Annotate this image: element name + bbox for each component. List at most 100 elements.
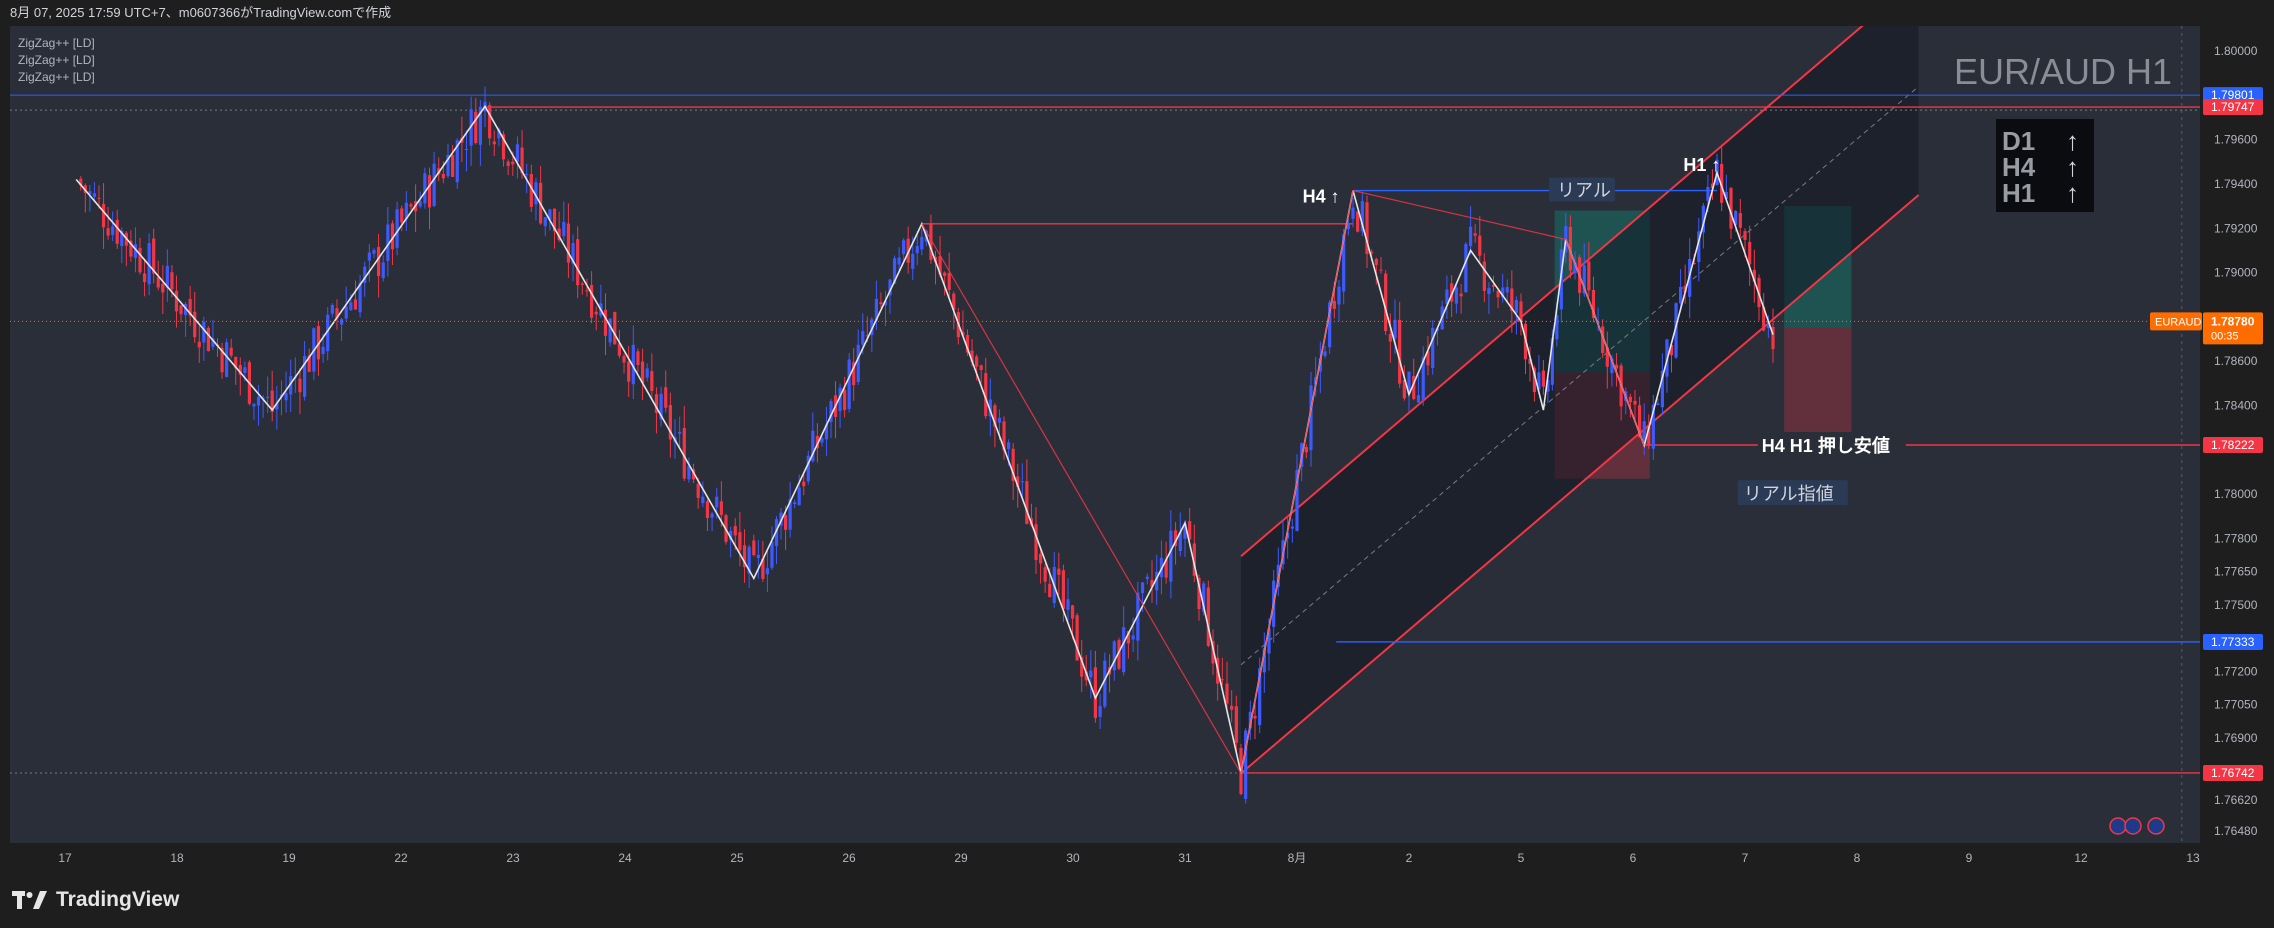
candle-body	[79, 178, 83, 186]
h4-trend-label[interactable]: H4 ↑	[1303, 187, 1340, 207]
economic-event-icon[interactable]	[2124, 817, 2142, 835]
price-mark-1.76742[interactable]	[2203, 764, 2263, 781]
candle-body	[1431, 327, 1435, 368]
candle-body	[529, 174, 533, 207]
channel-lower-line[interactable]	[1240, 194, 1920, 775]
x-tick-label: 12	[2074, 851, 2088, 865]
candle-body	[1669, 344, 1674, 356]
candle-body	[1173, 530, 1178, 547]
trend-box-arrow-h1: ↑	[2066, 178, 2079, 208]
support-label-bg	[1757, 431, 1906, 456]
candle-body	[1610, 358, 1614, 374]
candle-body	[1080, 656, 1084, 677]
economic-event-icon[interactable]	[2147, 817, 2165, 835]
candle-body	[478, 106, 482, 145]
footer: TradingView	[0, 871, 2274, 928]
candle-body	[349, 302, 353, 311]
y-tick-label: 1.76900	[2214, 731, 2258, 745]
candle-body	[506, 161, 510, 166]
candle-body	[1701, 205, 1705, 233]
candle-body	[1262, 648, 1266, 673]
support-label[interactable]: H4 H1 押し安値	[1762, 435, 1890, 456]
y-tick-label: 1.78600	[2214, 354, 2258, 368]
candle-body	[1206, 587, 1210, 646]
candle-body	[1464, 243, 1468, 293]
candle-body	[627, 361, 631, 382]
candle-body	[682, 428, 686, 479]
candle-body	[815, 435, 819, 449]
candle-body	[788, 499, 792, 530]
x-tick-label: 6	[1630, 851, 1637, 865]
candle-body	[133, 244, 138, 258]
candle-body	[115, 219, 119, 244]
candle-body	[1057, 568, 1061, 575]
h1-trend-label[interactable]: H1 ↑	[1683, 155, 1720, 175]
candle-body	[381, 262, 385, 278]
price-mark-1.79747[interactable]	[2203, 99, 2263, 116]
time-axis[interactable]	[0, 843, 2274, 871]
candle-body	[576, 239, 580, 286]
candle-body	[975, 356, 979, 367]
price-mark-1.78222[interactable]	[2203, 436, 2263, 453]
current-symbol-tag[interactable]	[2150, 312, 2202, 331]
candle-body	[188, 299, 192, 316]
current-price-tag[interactable]	[2203, 312, 2263, 345]
candle-body	[1225, 683, 1229, 704]
candle-body	[520, 147, 524, 174]
trend-box	[1996, 119, 2094, 212]
y-tick-label: 1.79600	[2214, 133, 2258, 147]
candle-body	[622, 356, 626, 363]
candle-body	[943, 272, 947, 276]
candle-body	[1402, 379, 1406, 399]
candle-body	[1061, 570, 1066, 609]
candle-body	[120, 230, 124, 247]
indicator-label-1[interactable]: ZigZag++ [LD]	[18, 36, 95, 50]
indicator-label-2[interactable]: ZigZag++ [LD]	[18, 53, 95, 67]
candle-body	[1393, 319, 1397, 339]
candle-body	[1720, 164, 1724, 203]
x-tick-label: 2	[1406, 851, 1413, 865]
candle-body	[339, 319, 344, 325]
candle-body	[710, 513, 714, 518]
candle-body	[1628, 396, 1632, 403]
candle-body	[631, 344, 635, 385]
candle-body	[774, 519, 779, 546]
trend-box-arrow-d1: ↑	[2066, 126, 2079, 156]
candle-body	[138, 247, 142, 273]
candle-body	[211, 338, 215, 347]
candle-body	[654, 394, 659, 413]
position-stop-zone[interactable]	[1784, 327, 1852, 439]
candle-body	[106, 228, 110, 236]
tradingview-logo[interactable]: TradingView	[12, 885, 179, 915]
price-mark-label: 1.79747	[2211, 100, 2255, 114]
x-tick-label: 5	[1518, 851, 1525, 865]
candle-body	[1679, 286, 1683, 304]
economic-event-icon[interactable]	[2109, 817, 2127, 835]
candle-body	[603, 309, 608, 336]
x-tick-label: 8月	[1288, 851, 1307, 865]
candle-body	[1370, 251, 1374, 254]
candle-body	[289, 376, 293, 395]
candle-body	[427, 175, 432, 208]
candle-body	[511, 161, 515, 165]
candle-body	[997, 417, 1002, 423]
candle-body	[1093, 667, 1097, 718]
y-tick-label: 1.77500	[2214, 598, 2258, 612]
chart-area[interactable]: H4 ↑ H1 ↑ リアル H4 H1 押し安値 リアル指値 EUR/AUD H1 D1 ↑ H…	[0, 0, 2274, 871]
indicator-label-3[interactable]: ZigZag++ [LD]	[18, 70, 95, 84]
price-mark-label: 1.78222	[2211, 438, 2255, 452]
candle-body	[390, 223, 395, 250]
price-mark-1.77333[interactable]	[2203, 633, 2263, 650]
candle-body	[1674, 303, 1678, 358]
candle-body	[1211, 641, 1215, 664]
real-label[interactable]: リアル	[1557, 181, 1611, 201]
candle-body	[552, 208, 557, 232]
candle-body	[97, 197, 101, 199]
candle-body	[1169, 530, 1173, 582]
candle-body	[811, 430, 815, 462]
candle-body	[783, 515, 788, 530]
limit-label[interactable]: リアル指値	[1744, 484, 1834, 504]
candle-body	[1537, 372, 1541, 390]
candle-body	[344, 306, 348, 319]
